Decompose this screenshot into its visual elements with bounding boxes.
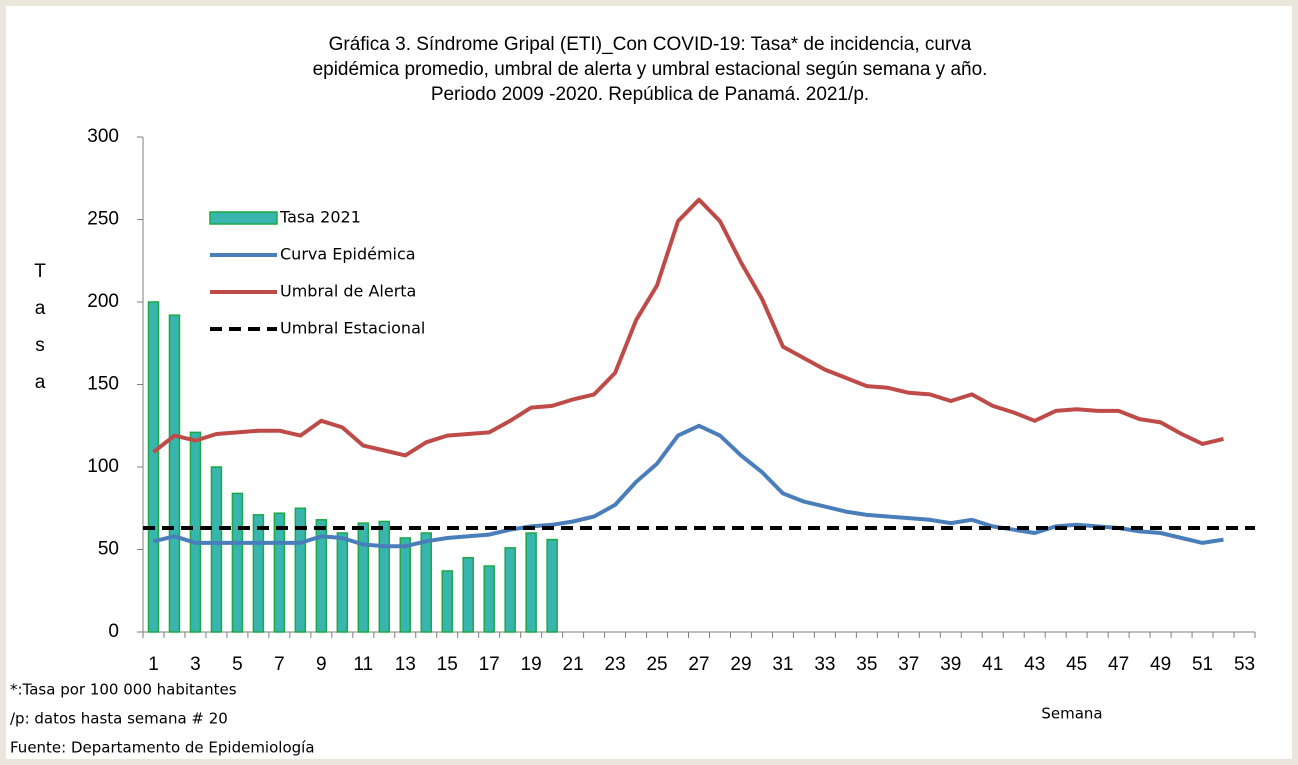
legend-swatch (209, 211, 278, 225)
x-tick-label: 39 (940, 654, 961, 675)
bar (147, 301, 160, 633)
chart-title: epidémica promedio, umbral de alerta y u… (313, 59, 988, 80)
x-tick-label: 51 (1192, 654, 1213, 675)
footnote: Fuente: Departamento de Epidemiología (10, 739, 315, 757)
chart-title: Periodo 2009 -2020. República de Panamá.… (431, 84, 869, 105)
x-tick-label: 17 (479, 654, 500, 675)
x-tick-label: 45 (1066, 654, 1087, 675)
bar (168, 314, 181, 633)
bar (420, 532, 432, 633)
x-tick-label: 19 (521, 654, 542, 675)
bar (189, 431, 202, 633)
x-tick-label: 13 (395, 654, 416, 675)
footnote: *:Tasa por 100 000 habitantes (10, 681, 237, 699)
x-tick-label: 7 (274, 654, 285, 675)
x-tick-label: 37 (898, 654, 919, 675)
bar (525, 532, 537, 633)
x-tick-label: 49 (1150, 654, 1171, 675)
x-tick-label: 21 (563, 654, 584, 675)
x-tick-label: 35 (856, 654, 877, 675)
x-tick-label: 27 (688, 654, 709, 675)
bar (546, 538, 558, 633)
y-tick-label: 0 (108, 621, 119, 642)
x-tick-label: 29 (730, 654, 751, 675)
footnote: /p: datos hasta semana # 20 (10, 710, 228, 728)
bar (336, 532, 349, 633)
bar (399, 537, 412, 633)
x-tick-label: 5 (232, 654, 243, 675)
bar (252, 514, 265, 633)
bar (357, 522, 370, 633)
legend-label: Curva Epidémica (280, 245, 416, 264)
x-axis-label: Semana (1041, 705, 1102, 723)
x-tick-label: 15 (437, 654, 458, 675)
x-tick-label: 11 (353, 654, 373, 675)
bar (483, 565, 495, 633)
y-tick-label: 300 (87, 126, 119, 147)
x-tick-label: 43 (1024, 654, 1045, 675)
line (152, 197, 1224, 458)
x-tick-label: 9 (316, 654, 327, 675)
y-tick-label: 200 (87, 291, 119, 312)
bar (462, 557, 474, 633)
legend-label: Umbral Estacional (280, 319, 425, 338)
y-tick-label: 250 (87, 209, 119, 230)
bar (504, 547, 516, 633)
y-tick-label: 100 (87, 456, 119, 477)
bar (231, 492, 244, 633)
legend-label: Tasa 2021 (279, 208, 361, 227)
y-tick-label: 50 (98, 539, 119, 560)
x-tick-label: 25 (646, 654, 667, 675)
x-tick-label: 3 (190, 654, 201, 675)
bar (378, 520, 391, 633)
chart-title: Gráfica 3. Síndrome Gripal (ETI)_Con COV… (329, 34, 972, 55)
x-tick-label: 41 (982, 654, 1003, 675)
bar (294, 507, 307, 633)
x-tick-label: 1 (148, 654, 159, 675)
bar (441, 570, 453, 633)
bar (210, 466, 223, 633)
x-tick-label: 33 (814, 654, 835, 675)
x-tick-label: 23 (605, 654, 626, 675)
x-tick-label: 31 (772, 654, 793, 675)
bar (273, 512, 286, 633)
x-tick-label: 47 (1108, 654, 1129, 675)
x-tick-label: 53 (1234, 654, 1255, 675)
y-tick-label: 150 (87, 374, 119, 395)
bar (315, 519, 328, 633)
chart-background (6, 6, 1292, 759)
legend-label: Umbral de Alerta (280, 282, 416, 301)
